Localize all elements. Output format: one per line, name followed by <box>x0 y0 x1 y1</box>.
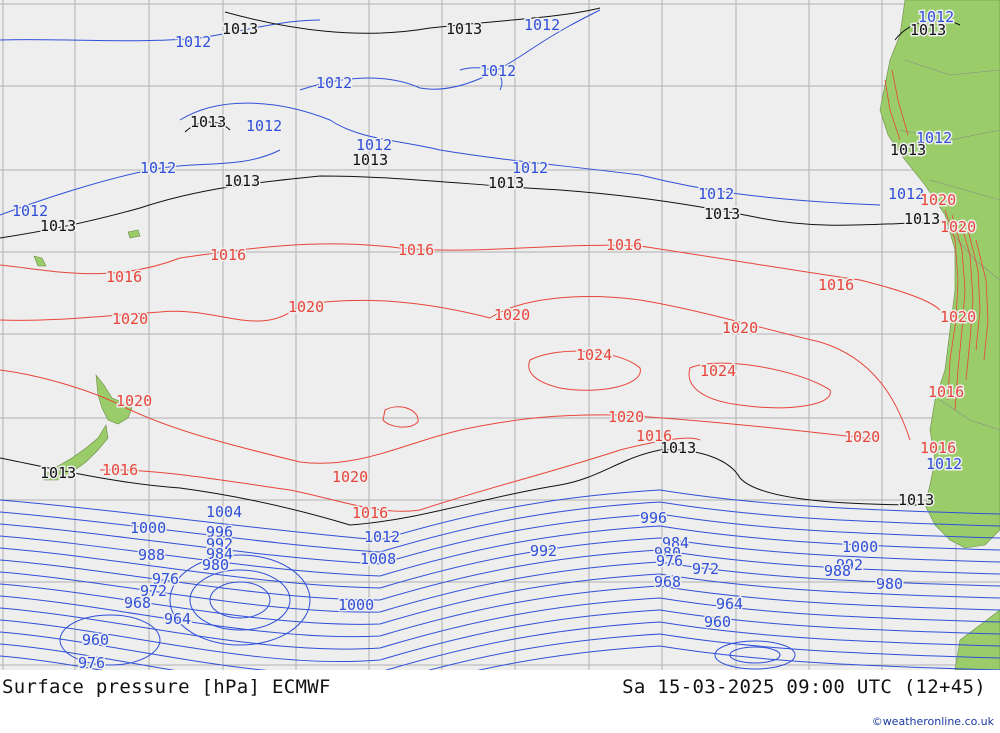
isobar-label: 1020 <box>940 218 976 236</box>
isobars-south <box>0 489 1000 670</box>
ocean-background <box>0 0 1000 670</box>
isobar-label: 1013 <box>190 113 226 131</box>
isobar-label: 996 <box>206 523 233 541</box>
isobar-label: 1020 <box>722 319 758 337</box>
isobar-label: 1013 <box>222 20 258 38</box>
isobar-label: 988 <box>138 546 165 564</box>
isobar-label: 1013 <box>890 141 926 159</box>
isobar-label: 1008 <box>360 550 396 568</box>
isobar-label: 1012 <box>12 202 48 220</box>
isobar-label: 1013 <box>40 217 76 235</box>
isobar-label: 1012 <box>356 136 392 154</box>
isobar-label: 1012 <box>512 159 548 177</box>
isobar-label: 1004 <box>206 503 242 521</box>
credit-link[interactable]: ©weatheronline.co.uk <box>871 715 994 728</box>
isobar-label: 1013 <box>704 205 740 223</box>
isobar-label: 976 <box>152 570 179 588</box>
isobar-label: 972 <box>140 582 167 600</box>
isobar-label: 1020 <box>112 310 148 328</box>
isobar-label: 972 <box>692 560 719 578</box>
isobar-label: 1013 <box>904 210 940 228</box>
isobar-label: 1020 <box>332 468 368 486</box>
isobar-label: 980 <box>654 544 681 562</box>
isobar-label: 1020 <box>494 306 530 324</box>
isobar-label: 1012 <box>140 159 176 177</box>
isobar-label: 976 <box>78 654 105 670</box>
isobar-label: 1012 <box>364 528 400 546</box>
isobar-label: 1016 <box>636 427 672 445</box>
isobar-label: 1012 <box>316 74 352 92</box>
isobar-label: 988 <box>824 562 851 580</box>
isobar-label: 1016 <box>606 236 642 254</box>
south-island-nz <box>43 424 109 481</box>
isobar-label: 984 <box>662 534 689 552</box>
country-borders <box>899 59 1000 431</box>
isobar-label: 960 <box>82 631 109 649</box>
isobars-1016-1024 <box>0 243 941 512</box>
valid-time: Sa 15-03-2025 09:00 UTC (12+45) <box>622 676 986 698</box>
isobar-label: 1000 <box>130 519 166 537</box>
south-america-land <box>879 0 1000 549</box>
isobar-label: 992 <box>530 542 557 560</box>
antarctic-peninsula-land <box>954 609 1000 670</box>
north-island-nz <box>95 374 133 425</box>
isobars-1013 <box>0 7 961 526</box>
map-title: Surface pressure [hPa] ECMWF <box>2 676 331 698</box>
isobar-label: 1012 <box>480 62 516 80</box>
islands <box>33 229 141 267</box>
isobar-label: 1016 <box>102 461 138 479</box>
isobar-label: 1012 <box>918 8 954 26</box>
isobar-label: 1016 <box>210 246 246 264</box>
isobar-label: 1012 <box>926 455 962 473</box>
isobar-label: 1024 <box>700 362 736 380</box>
isobar-label: 996 <box>640 509 667 527</box>
isobar-label: 960 <box>704 613 731 631</box>
isobar-label: 976 <box>656 552 683 570</box>
isobar-label: 1020 <box>920 191 956 209</box>
isobar-label: 992 <box>836 556 863 574</box>
isobar-label: 1013 <box>352 151 388 169</box>
isobar-label: 1016 <box>352 504 388 522</box>
isobar-label: 984 <box>206 545 233 563</box>
isobar-label: 1024 <box>576 346 612 364</box>
isobar-labels: 1012 1012 1012 1012 1012 1012 1012 1012 1012 1012… <box>11 7 978 671</box>
isobar-label: 1012 <box>888 185 924 203</box>
pressure-map: 1012 1012 1012 1012 1012 1012 1012 1012 1012 1012… <box>0 0 1000 670</box>
isobar-label: 1013 <box>224 172 260 190</box>
isobar-label: 1020 <box>844 428 880 446</box>
isobar-label: 1016 <box>920 439 956 457</box>
isobar-label: 1013 <box>660 439 696 457</box>
isobar-label: 1013 <box>910 21 946 39</box>
isobar-label: 964 <box>164 610 191 628</box>
isobar-label: 1016 <box>398 241 434 259</box>
isobar-label: 1000 <box>842 538 878 556</box>
isobar-label: 1012 <box>524 16 560 34</box>
isobar-label: 964 <box>716 595 743 613</box>
isobars-1012-north <box>0 9 881 216</box>
andes-isobars <box>884 69 989 411</box>
isobar-label: 1016 <box>106 268 142 286</box>
isobar-label: 1013 <box>40 464 76 482</box>
isobar-label: 1013 <box>898 491 934 509</box>
isobar-label: 1012 <box>698 185 734 203</box>
isobar-label: 980 <box>202 556 229 574</box>
isobar-label: 1013 <box>446 20 482 38</box>
isobar-label: 1020 <box>940 308 976 326</box>
isobar-label: 1020 <box>608 408 644 426</box>
isobar-label: 1016 <box>928 383 964 401</box>
isobar-label: 1012 <box>175 33 211 51</box>
isobar-label: 1012 <box>916 129 952 147</box>
isobar-label: 992 <box>206 535 233 553</box>
isobar-label: 968 <box>124 594 151 612</box>
isobar-label: 1020 <box>116 392 152 410</box>
land-masses <box>33 0 1000 670</box>
isobar-label: 1013 <box>488 174 524 192</box>
isobar-label: 1020 <box>288 298 324 316</box>
isobar-label: 1012 <box>246 117 282 135</box>
isobar-label: 980 <box>876 575 903 593</box>
isobar-label: 968 <box>654 573 681 591</box>
isobar-label: 1016 <box>818 276 854 294</box>
isobar-label: 1000 <box>338 596 374 614</box>
